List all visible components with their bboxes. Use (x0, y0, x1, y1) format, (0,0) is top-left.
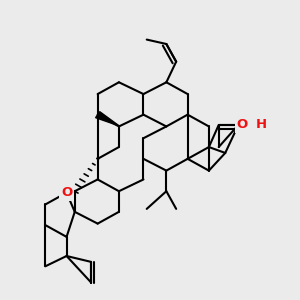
Polygon shape (96, 112, 119, 126)
Text: H: H (256, 118, 267, 131)
Text: O: O (61, 186, 72, 199)
Text: O: O (236, 118, 247, 131)
